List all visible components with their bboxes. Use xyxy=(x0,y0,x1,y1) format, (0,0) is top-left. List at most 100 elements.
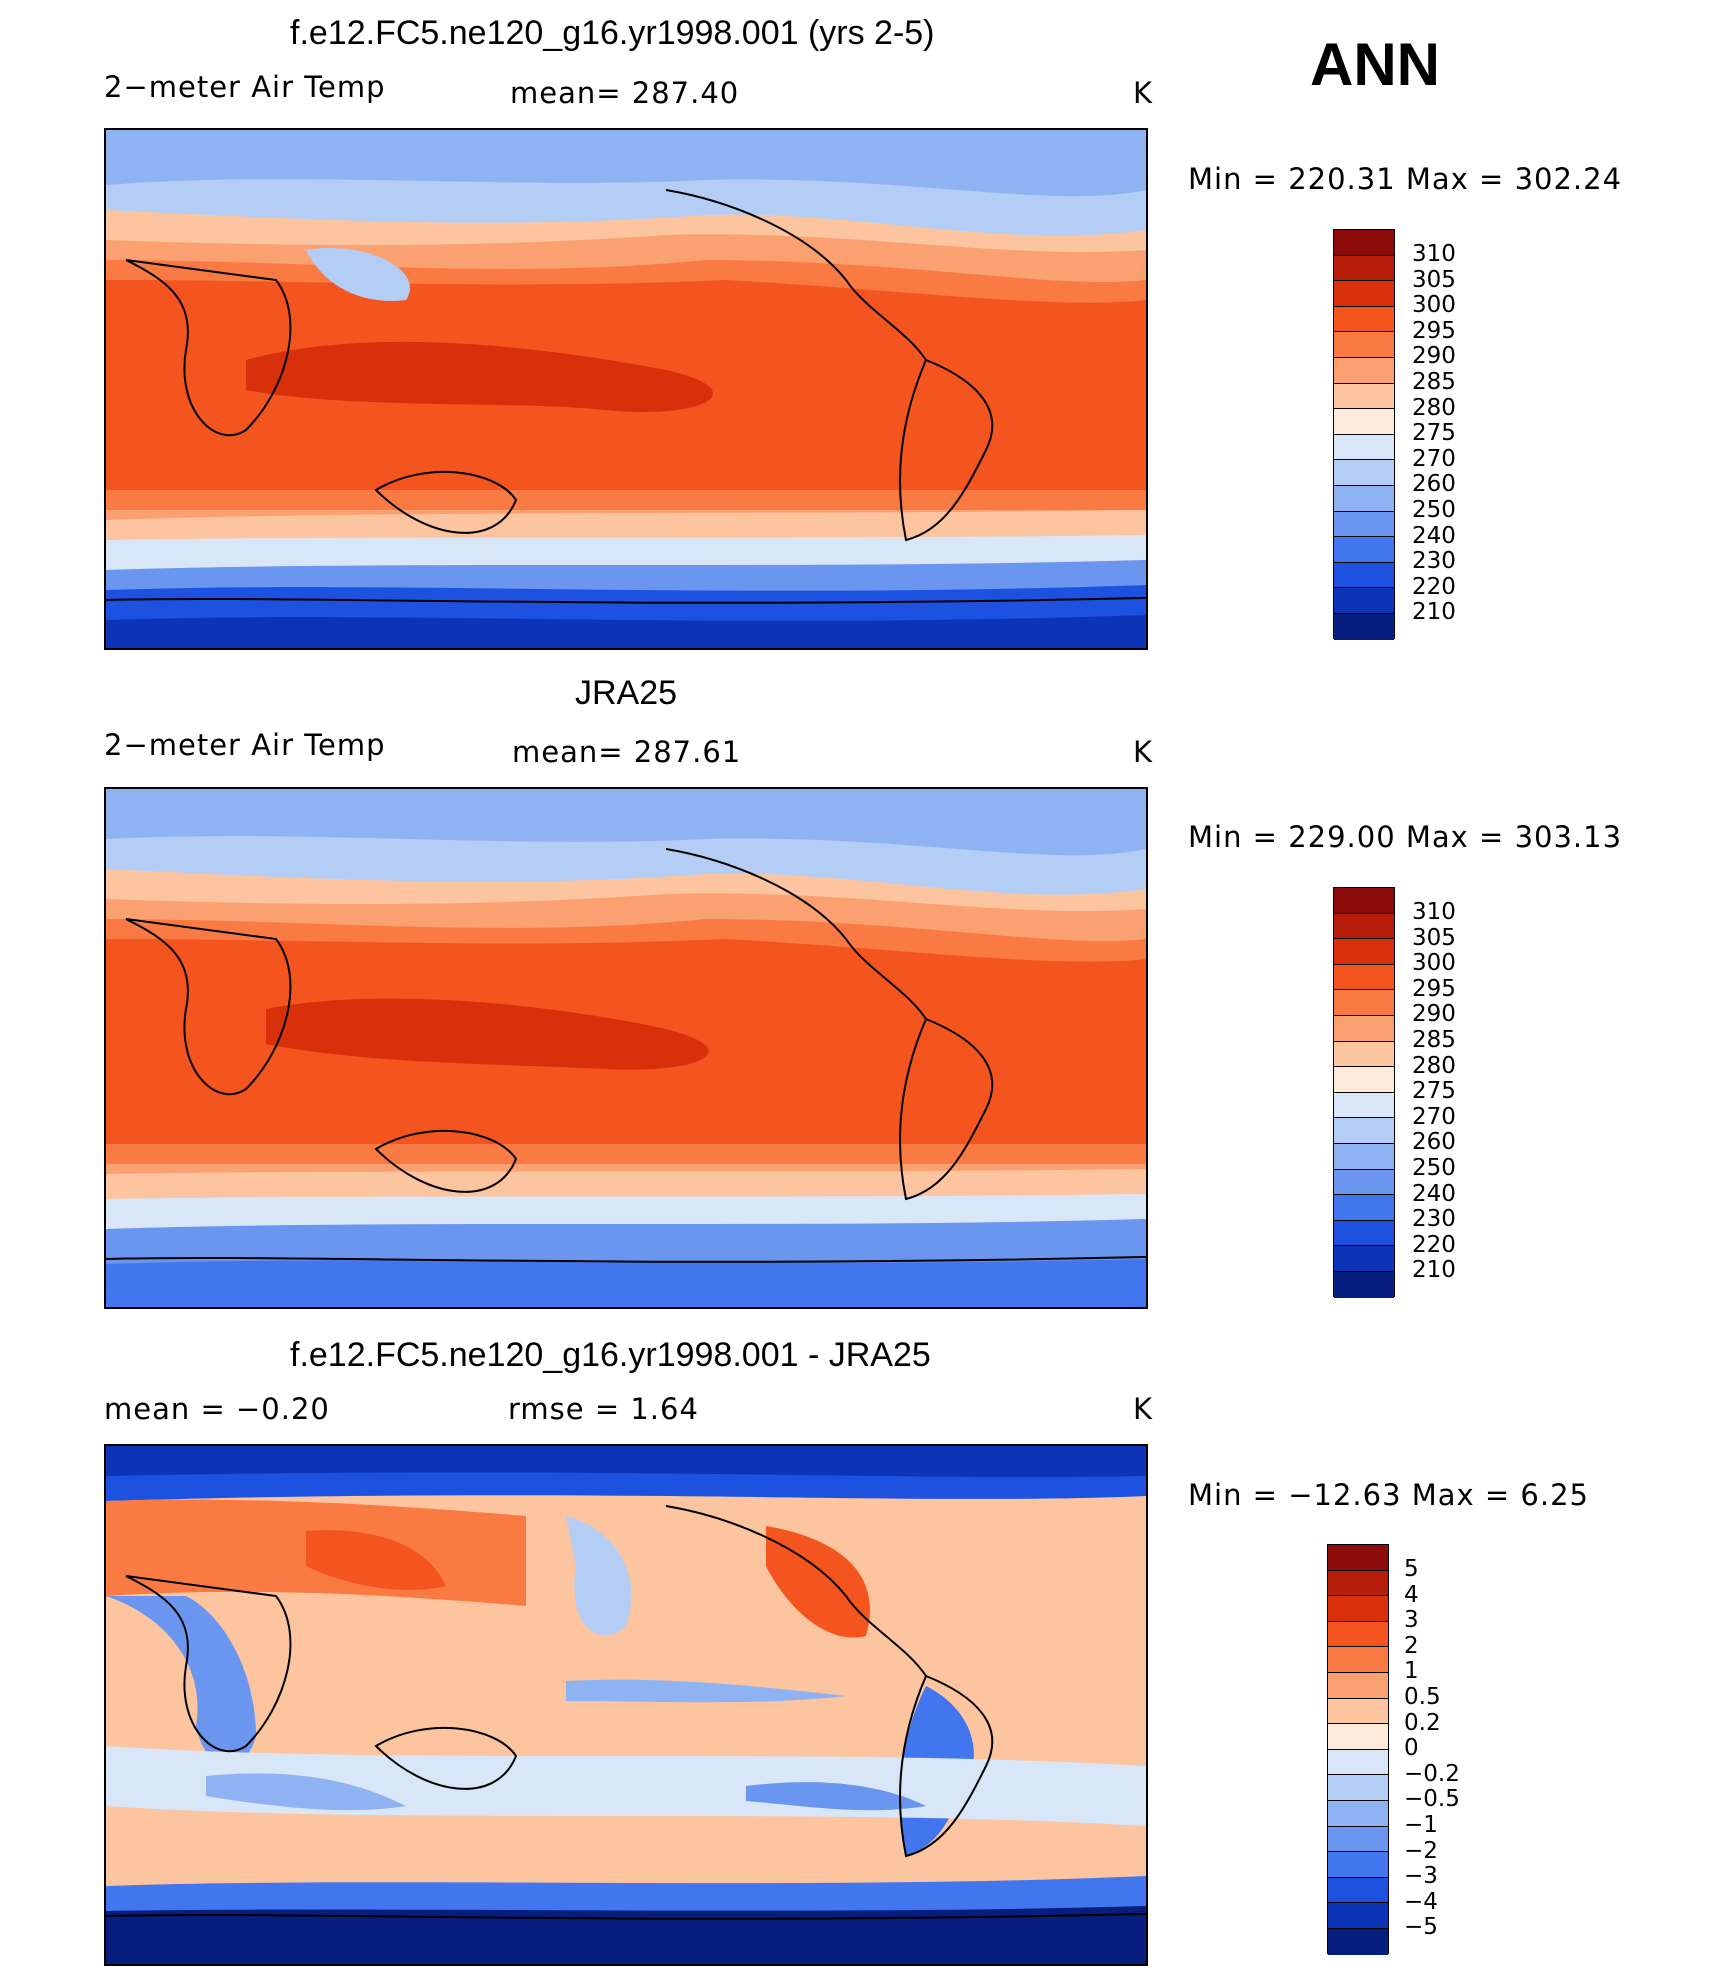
panel-1-variable-label: 2−meter Air Temp xyxy=(104,70,386,104)
colorbar-tick-label: 275 xyxy=(1412,420,1456,447)
colorbar-tick-label: 240 xyxy=(1412,1180,1456,1207)
colorbar-swatch xyxy=(1334,990,1394,1016)
colorbar-swatch xyxy=(1334,1067,1394,1093)
colorbar-tick-label: 275 xyxy=(1412,1078,1456,1105)
colorbar-tick-label: 285 xyxy=(1412,368,1456,395)
colorbar-swatch xyxy=(1334,1118,1394,1144)
colorbar-tick-label: 310 xyxy=(1412,899,1456,925)
colorbar-tick-label: 290 xyxy=(1412,1001,1456,1028)
panel-2-units-label: K xyxy=(1133,735,1154,769)
colorbar-swatch xyxy=(1334,383,1394,410)
colorbar-swatch xyxy=(1328,1749,1388,1776)
difference-field-map xyxy=(106,1446,1146,1964)
colorbar-swatch xyxy=(1334,485,1394,512)
colorbar-swatch xyxy=(1334,255,1394,282)
colorbar-tick-label: 290 xyxy=(1412,343,1456,370)
panel-1-colorbar-labels: 310 305 300 295 290 285 280 275 270 260 … xyxy=(1412,241,1456,626)
colorbar-swatch xyxy=(1328,1596,1388,1622)
panel-1-map xyxy=(104,128,1148,650)
colorbar-tick-label: 300 xyxy=(1412,292,1456,319)
colorbar-tick-label: 5 xyxy=(1404,1556,1419,1582)
colorbar-tick-label: 250 xyxy=(1412,1154,1456,1181)
colorbar-swatch xyxy=(1328,1545,1388,1571)
colorbar-tick-label: 270 xyxy=(1412,445,1456,472)
colorbar-swatch xyxy=(1328,1852,1388,1878)
colorbar-tick-label: 210 xyxy=(1412,1257,1456,1284)
colorbar-swatch xyxy=(1334,230,1394,256)
colorbar-tick-label: 1 xyxy=(1404,1658,1419,1685)
season-label: ANN xyxy=(1310,31,1440,98)
colorbar-tick-label: 260 xyxy=(1412,471,1456,498)
colorbar-tick-label: 230 xyxy=(1412,548,1456,575)
colorbar-swatch xyxy=(1334,357,1394,384)
colorbar-swatch xyxy=(1334,1169,1394,1196)
colorbar-tick-label: 305 xyxy=(1412,924,1456,951)
panel-3-mean-label: mean = −0.20 xyxy=(104,1392,330,1426)
panel-2-minmax-label: Min = 229.00 Max = 303.13 xyxy=(1188,820,1623,854)
colorbar-tick-label: −5 xyxy=(1404,1914,1438,1941)
colorbar-swatch xyxy=(1328,1800,1388,1827)
panel-2-colorbar-labels: 310 305 300 295 290 285 280 275 270 260 … xyxy=(1412,899,1456,1284)
colorbar-swatch xyxy=(1334,537,1394,563)
colorbar-swatch xyxy=(1334,939,1394,965)
colorbar-swatch xyxy=(1334,1271,1394,1298)
colorbar-swatch xyxy=(1334,306,1394,333)
colorbar-tick-label: 0.2 xyxy=(1404,1709,1441,1736)
colorbar-tick-label: −3 xyxy=(1404,1863,1438,1890)
colorbar-swatch xyxy=(1334,460,1394,486)
colorbar-tick-label: 4 xyxy=(1404,1581,1419,1608)
panel-1-colorbar xyxy=(1333,229,1395,640)
panel-3-map xyxy=(104,1444,1148,1966)
colorbar-swatch xyxy=(1334,562,1394,589)
colorbar-swatch xyxy=(1328,1903,1388,1929)
colorbar-tick-label: 3 xyxy=(1404,1607,1419,1634)
colorbar-swatch xyxy=(1334,409,1394,435)
panel-3-minmax-label: Min = −12.63 Max = 6.25 xyxy=(1188,1478,1589,1512)
panel-2-title: JRA25 xyxy=(575,674,678,712)
colorbar-swatch xyxy=(1334,1143,1394,1170)
panel-3-colorbar-labels: 5 4 3 2 1 0.5 0.2 0 −0.2 −0.5 −1 −2 −3 −… xyxy=(1404,1556,1460,1941)
panel-3-rmse-label: rmse = 1.64 xyxy=(508,1392,699,1426)
colorbar-swatch xyxy=(1328,1698,1388,1725)
colorbar-swatch xyxy=(1334,511,1394,538)
colorbar-tick-label: 280 xyxy=(1412,394,1456,421)
panel-1-title: f.e12.FC5.ne120_g16.yr1998.001 (yrs 2-5) xyxy=(290,14,935,52)
panel-1-mean-label: mean= 287.40 xyxy=(510,76,740,110)
colorbar-tick-label: 270 xyxy=(1412,1103,1456,1130)
colorbar-tick-label: 305 xyxy=(1412,266,1456,293)
colorbar-tick-label: 285 xyxy=(1412,1026,1456,1053)
colorbar-tick-label: 220 xyxy=(1412,573,1456,600)
colorbar-tick-label: −4 xyxy=(1404,1888,1438,1915)
colorbar-swatch xyxy=(1334,964,1394,991)
colorbar-swatch xyxy=(1334,1220,1394,1247)
colorbar-swatch xyxy=(1334,588,1394,614)
colorbar-tick-label: 250 xyxy=(1412,496,1456,523)
colorbar-swatch xyxy=(1334,1195,1394,1221)
colorbar-swatch xyxy=(1334,1041,1394,1068)
colorbar-tick-label: −1 xyxy=(1404,1811,1438,1838)
panel-2-colorbar xyxy=(1333,887,1395,1298)
colorbar-tick-label: 220 xyxy=(1412,1231,1456,1258)
colorbar-tick-label: 230 xyxy=(1412,1206,1456,1233)
colorbar-swatch xyxy=(1328,1877,1388,1904)
colorbar-swatch xyxy=(1334,281,1394,307)
panel-3-colorbar xyxy=(1327,1544,1389,1955)
colorbar-tick-label: 280 xyxy=(1412,1052,1456,1079)
colorbar-swatch xyxy=(1334,613,1394,640)
colorbar-tick-label: 295 xyxy=(1412,975,1456,1002)
colorbar-tick-label: 0.5 xyxy=(1404,1683,1441,1710)
colorbar-tick-label: 300 xyxy=(1412,950,1456,977)
panel-1-units-label: K xyxy=(1133,76,1154,110)
colorbar-tick-label: 260 xyxy=(1412,1129,1456,1156)
colorbar-swatch xyxy=(1328,1928,1388,1955)
colorbar-swatch xyxy=(1334,434,1394,461)
colorbar-tick-label: −2 xyxy=(1404,1837,1438,1864)
colorbar-swatch xyxy=(1334,1092,1394,1119)
colorbar-swatch xyxy=(1334,1015,1394,1042)
temperature-field-map xyxy=(106,130,1146,648)
colorbar-swatch xyxy=(1328,1647,1388,1673)
colorbar-swatch xyxy=(1328,1775,1388,1801)
colorbar-tick-label: −0.2 xyxy=(1404,1760,1460,1787)
colorbar-tick-label: 240 xyxy=(1412,522,1456,549)
panel-2-variable-label: 2−meter Air Temp xyxy=(104,728,386,762)
